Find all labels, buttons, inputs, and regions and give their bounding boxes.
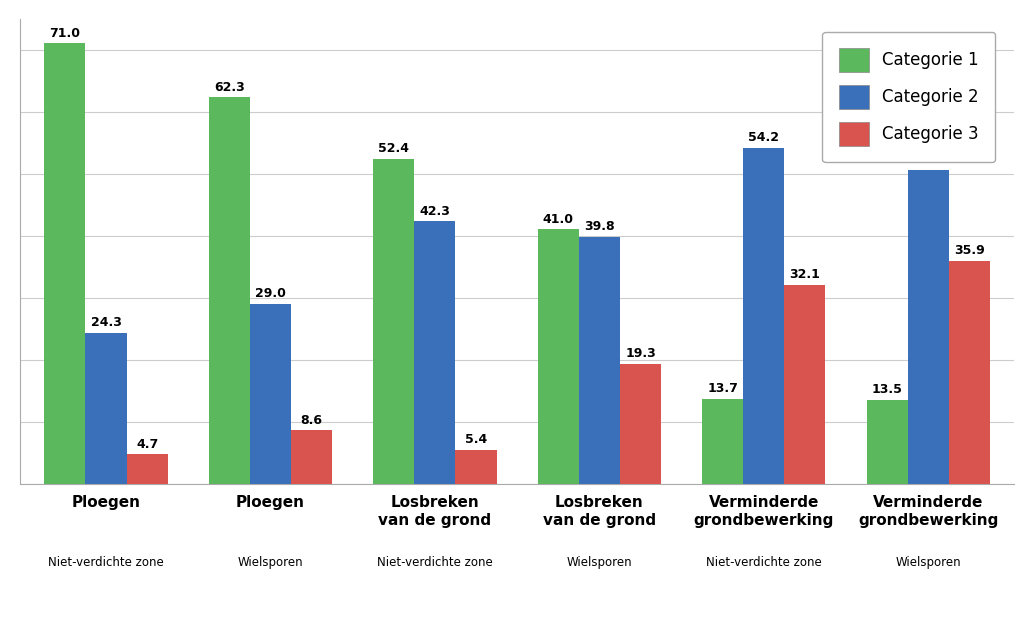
Text: 39.8: 39.8 [584,220,614,233]
Bar [866,400,907,484]
Text: 5.4: 5.4 [465,433,487,446]
Text: 35.9: 35.9 [954,244,985,257]
Bar [620,364,662,484]
Text: 41.0: 41.0 [543,213,573,226]
Bar [743,148,784,484]
Text: 32.1: 32.1 [790,268,820,281]
Text: 24.3: 24.3 [90,316,122,329]
Text: 19.3: 19.3 [625,347,655,360]
Legend: Categorie 1, Categorie 2, Categorie 3: Categorie 1, Categorie 2, Categorie 3 [822,32,995,162]
Text: 29.0: 29.0 [255,287,286,300]
Text: 8.6: 8.6 [301,414,323,427]
Bar [373,159,415,484]
Bar [702,399,743,484]
Text: 13.7: 13.7 [708,382,738,395]
Text: 71.0: 71.0 [49,27,80,40]
Bar [44,43,85,484]
Text: 13.5: 13.5 [871,383,902,396]
Text: 52.4: 52.4 [378,142,410,155]
Text: Wielsporen: Wielsporen [238,556,303,569]
Bar [456,450,497,484]
Bar [85,333,127,484]
Bar [907,170,949,484]
Text: 4.7: 4.7 [136,438,159,451]
Text: Niet-verdichte zone: Niet-verdichte zone [48,556,164,569]
Text: 54.2: 54.2 [749,131,779,144]
Bar [209,97,250,484]
Bar [250,304,291,484]
Text: 42.3: 42.3 [420,205,451,218]
Text: 62.3: 62.3 [214,81,245,94]
Text: Niet-verdichte zone: Niet-verdichte zone [706,556,821,569]
Text: Wielsporen: Wielsporen [566,556,632,569]
Bar [579,237,620,484]
Bar [949,261,990,484]
Bar [415,221,456,484]
Bar [127,454,168,484]
Text: 50.6: 50.6 [912,153,944,166]
Bar [291,430,332,484]
Bar [538,229,579,484]
Text: Wielsporen: Wielsporen [895,556,962,569]
Text: Niet-verdichte zone: Niet-verdichte zone [377,556,493,569]
Bar [784,285,825,484]
